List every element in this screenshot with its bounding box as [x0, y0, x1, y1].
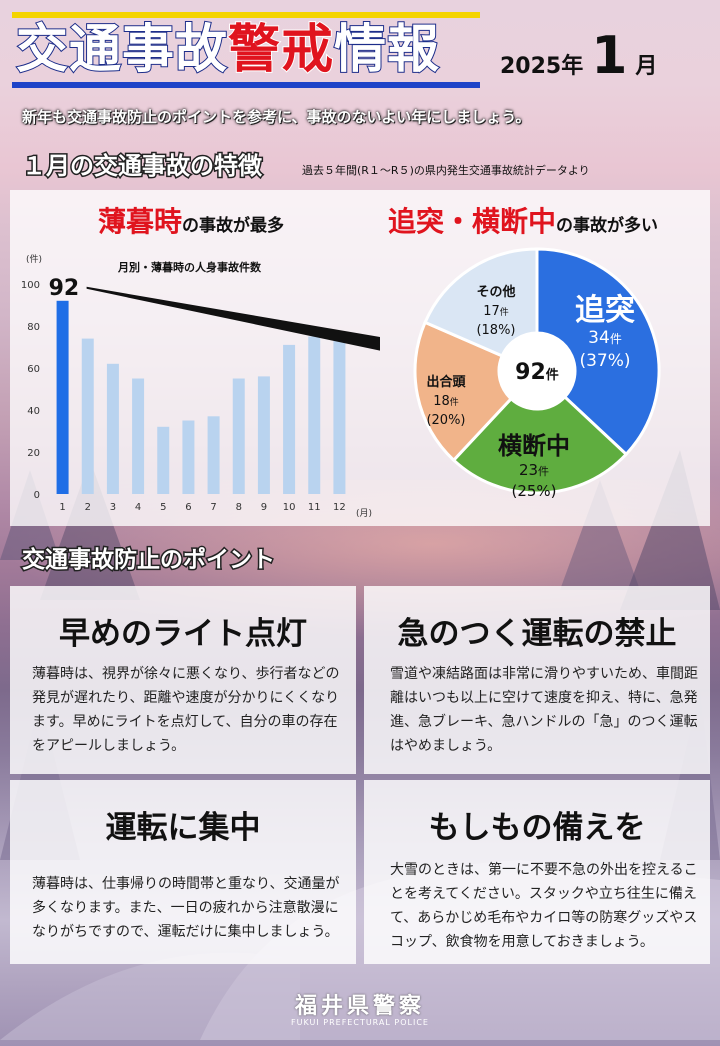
bar-month-12: [333, 338, 346, 494]
title-top-bar: [12, 12, 480, 18]
tip-body: 大雪のときは、第一に不要不急の外出を控えるこ とを考えてください。スタックや立ち往…: [390, 862, 698, 950]
prevention-points-heading: 交通事故防止のポイント: [21, 546, 277, 575]
page-title: 交通事故警戒情報: [15, 19, 441, 81]
police-logo-text: 福井県警察: [294, 994, 425, 1019]
x-tick-label: 1: [59, 502, 65, 513]
slice-count-label: 23件: [519, 461, 549, 479]
lead-text: 新年も交通事故防止のポイントを参考に、事故のないよい年にしましょう。: [22, 108, 531, 126]
donut-hole: [500, 334, 574, 408]
x-tick-label: 10: [283, 502, 296, 513]
bar-month-3: [106, 363, 119, 494]
x-tick-label: 5: [160, 502, 166, 513]
x-tick-label: 2: [85, 502, 91, 513]
donut-slice-3: [423, 247, 539, 358]
donut-slice-2: [413, 320, 514, 463]
donut-slice-1: [451, 394, 629, 495]
x-tick-label: 8: [236, 502, 242, 513]
bar-month-7: [207, 416, 220, 494]
x-tick-label: 6: [185, 502, 191, 513]
x-tick-label: 12: [333, 502, 346, 513]
tip-body: 薄暮時は、視界が徐々に悪くなり、歩行者などの 発見が遅れたり、距離や速度が分かりに…: [32, 666, 340, 754]
slice-count-label: 17件: [483, 304, 509, 319]
donut-slice-0: [535, 247, 661, 457]
slice-name-label: 横断中: [498, 432, 570, 460]
bar-month-2: [81, 338, 94, 494]
y-tick-label: 100: [21, 280, 40, 291]
police-english-name: FUKUI PREFECTURAL POLICE: [291, 1018, 429, 1027]
x-tick-label: 4: [135, 502, 141, 513]
tip-title: 急のつく運転の禁止: [397, 616, 677, 652]
x-tick-label: 11: [308, 502, 321, 513]
x-tick-label: 3: [110, 502, 116, 513]
y-tick-label: 40: [27, 406, 40, 417]
data-source-note: 過去５年間(R１～R５)の県内発生交通事故統計データより: [302, 164, 590, 177]
slice-percent-label: (37%): [579, 351, 630, 371]
slice-percent-label: (25%): [511, 482, 556, 500]
bar-month-5: [157, 426, 170, 494]
slice-count-unit: 件: [538, 465, 549, 478]
slice-count-label: 18件: [433, 394, 459, 409]
tip-body: 薄暮時は、仕事帰りの時間帯と重なり、交通量が 多くなります。また、一日の疲れから注…: [32, 876, 340, 940]
slice-count-unit: 件: [450, 396, 459, 408]
bar-month-8: [232, 378, 245, 494]
y-axis-label: (件): [26, 253, 42, 265]
issue-date: 2025年 1 月: [500, 26, 658, 86]
features-heading: １月の交通事故の特徴: [21, 151, 264, 182]
x-axis-label: (月): [356, 508, 372, 519]
tip-card-be-prepared: もしもの備えを 大雪のときは、第一に不要不急の外出を控えるこ とを考えてください。…: [364, 780, 710, 964]
tip-card-focus-driving: 運転に集中 薄暮時は、仕事帰りの時間帯と重なり、交通量が 多くなります。また、一日…: [10, 780, 356, 964]
tip-body: 雪道や凍結路面は非常に滑りやすいため、車間距 離はいつも以上に空けて速度を抑え、特…: [390, 666, 698, 754]
bar-month-11: [308, 336, 321, 494]
tip-title: もしもの備えを: [428, 810, 646, 846]
tip-title: 運転に集中: [105, 810, 261, 846]
highlight-value-label: 92: [49, 276, 80, 301]
slice-name-label: その他: [476, 284, 515, 300]
y-tick-label: 0: [34, 490, 40, 501]
callout-arrow-shaft: [86, 286, 380, 351]
y-tick-label: 60: [27, 364, 40, 375]
slice-name-label: 出合頭: [426, 374, 466, 390]
bar-month-1: [56, 300, 69, 494]
y-tick-label: 20: [27, 448, 40, 459]
dusk-accidents-heading: 薄暮時の事故が最多: [98, 205, 285, 238]
slice-percent-label: (20%): [426, 413, 465, 428]
accident-types-heading: 追突・横断中の事故が多い: [388, 205, 659, 238]
title-bottom-bar: [12, 82, 480, 88]
slice-count-unit: 件: [500, 306, 509, 318]
bar-month-10: [283, 344, 296, 494]
x-tick-label: 7: [210, 502, 216, 513]
tip-card-early-lights: 早めのライト点灯 薄暮時は、視界が徐々に悪くなり、歩行者などの 発見が遅れたり、距…: [10, 586, 356, 774]
y-tick-label: 80: [27, 322, 40, 333]
bar-month-4: [132, 378, 145, 494]
donut-total-unit: 件: [546, 367, 559, 383]
tip-title: 早めのライト点灯: [59, 616, 307, 652]
bar-month-6: [182, 420, 195, 494]
tip-card-no-sudden-driving: 急のつく運転の禁止 雪道や凍結路面は非常に滑りやすいため、車間距 離はいつも以上に…: [364, 586, 710, 774]
x-tick-label: 9: [261, 502, 267, 513]
chart-title: 月別・薄暮時の人身事故件数: [117, 260, 262, 274]
bar-month-9: [257, 376, 270, 494]
slice-count-unit: 件: [610, 332, 622, 346]
slice-percent-label: (18%): [476, 323, 515, 338]
slice-count-label: 34件: [588, 328, 622, 348]
slice-name-label: 追突: [575, 293, 635, 328]
